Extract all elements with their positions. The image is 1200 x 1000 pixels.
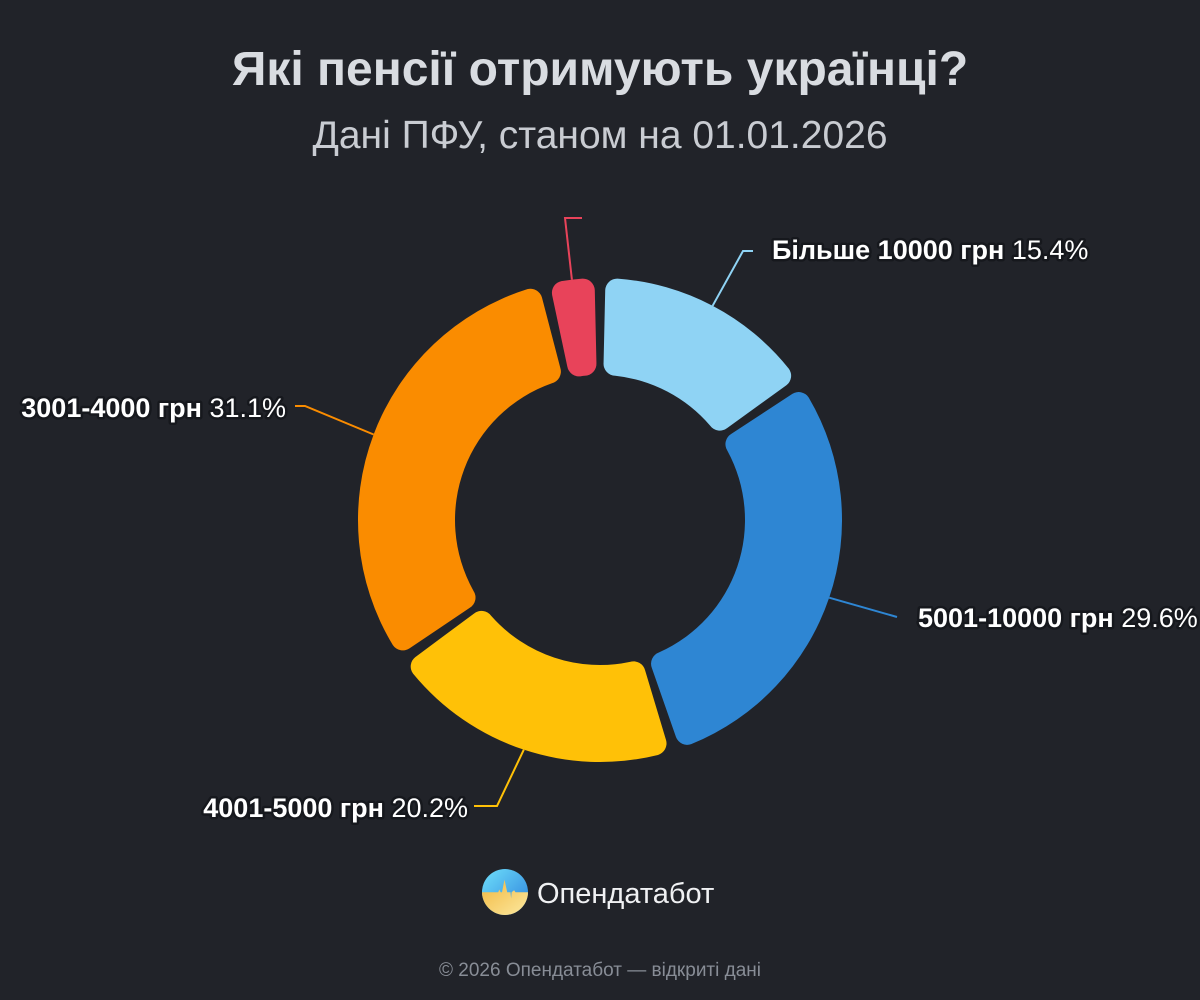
svg-text:Опендатабот: Опендатабот: [537, 878, 714, 910]
svg-text:3001-4000 грн 31.1%: 3001-4000 грн 31.1%: [21, 393, 286, 423]
svg-text:Більше 10000 грн 15.4%: Більше 10000 грн 15.4%: [772, 235, 1088, 265]
svg-text:5001-10000 грн 29.6%: 5001-10000 грн 29.6%: [918, 603, 1198, 633]
svg-text:4001-5000 грн 20.2%: 4001-5000 грн 20.2%: [203, 793, 468, 823]
svg-text:© 2026 Опендатабот — відкриті: © 2026 Опендатабот — відкриті дані: [439, 960, 761, 981]
